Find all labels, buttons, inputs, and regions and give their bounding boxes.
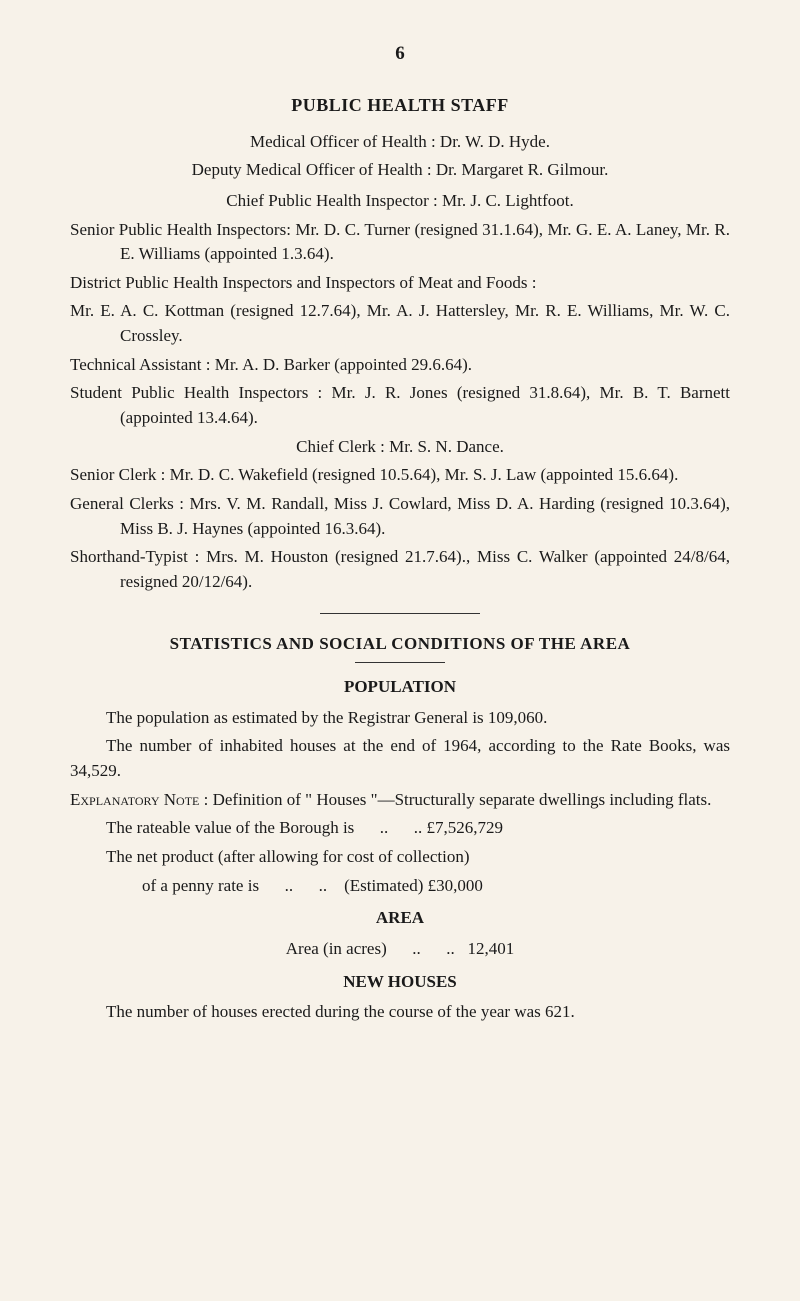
stats-heading: STATISTICS AND SOCIAL CONDITIONS OF THE … bbox=[70, 632, 730, 657]
staff-line-senior-inspectors: Senior Public Health Inspectors: Mr. D. … bbox=[70, 218, 730, 267]
staff-line-general-clerks: General Clerks : Mrs. V. M. Randall, Mis… bbox=[70, 492, 730, 541]
area-heading: AREA bbox=[70, 906, 730, 931]
area-line: Area (in acres) .. .. 12,401 bbox=[70, 937, 730, 962]
net-product-line-1: The net product (after allowing for cost… bbox=[70, 845, 730, 870]
population-heading: POPULATION bbox=[70, 675, 730, 700]
staff-line-senior-clerk: Senior Clerk : Mr. D. C. Wakefield (resi… bbox=[70, 463, 730, 488]
staff-line-moh: Medical Officer of Health : Dr. W. D. Hy… bbox=[70, 130, 730, 155]
staff-line-district-inspectors-heading: District Public Health Inspectors and In… bbox=[70, 271, 730, 296]
net-product-line-2: of a penny rate is .. .. (Estimated) £30… bbox=[70, 874, 730, 899]
staff-line-chief-clerk: Chief Clerk : Mr. S. N. Dance. bbox=[70, 435, 730, 460]
explanatory-note-label: Explanatory Note : bbox=[70, 790, 208, 809]
explanatory-note-text: Definition of " Houses "—Structurally se… bbox=[208, 790, 711, 809]
staff-line-chief-inspector: Chief Public Health Inspector : Mr. J. C… bbox=[70, 189, 730, 214]
population-para-2: The number of inhabited houses at the en… bbox=[70, 734, 730, 783]
staff-line-student-inspectors: Student Public Health Inspectors : Mr. J… bbox=[70, 381, 730, 430]
rateable-value-line: The rateable value of the Borough is .. … bbox=[70, 816, 730, 841]
section-divider bbox=[320, 613, 480, 614]
page-number: 6 bbox=[70, 40, 730, 68]
new-houses-para: The number of houses erected during the … bbox=[70, 1000, 730, 1025]
staff-line-shorthand-typist: Shorthand-Typist : Mrs. M. Houston (resi… bbox=[70, 545, 730, 594]
staff-line-deputy-moh: Deputy Medical Officer of Health : Dr. M… bbox=[70, 158, 730, 183]
staff-line-technical-assistant: Technical Assistant : Mr. A. D. Barker (… bbox=[70, 353, 730, 378]
explanatory-note: Explanatory Note : Definition of " House… bbox=[70, 788, 730, 813]
population-para-1: The population as estimated by the Regis… bbox=[70, 706, 730, 731]
staff-line-district-inspectors-names: Mr. E. A. C. Kottman (resigned 12.7.64),… bbox=[70, 299, 730, 348]
staff-heading: PUBLIC HEALTH STAFF bbox=[70, 92, 730, 118]
new-houses-heading: NEW HOUSES bbox=[70, 970, 730, 995]
stats-sub-divider bbox=[355, 662, 445, 663]
